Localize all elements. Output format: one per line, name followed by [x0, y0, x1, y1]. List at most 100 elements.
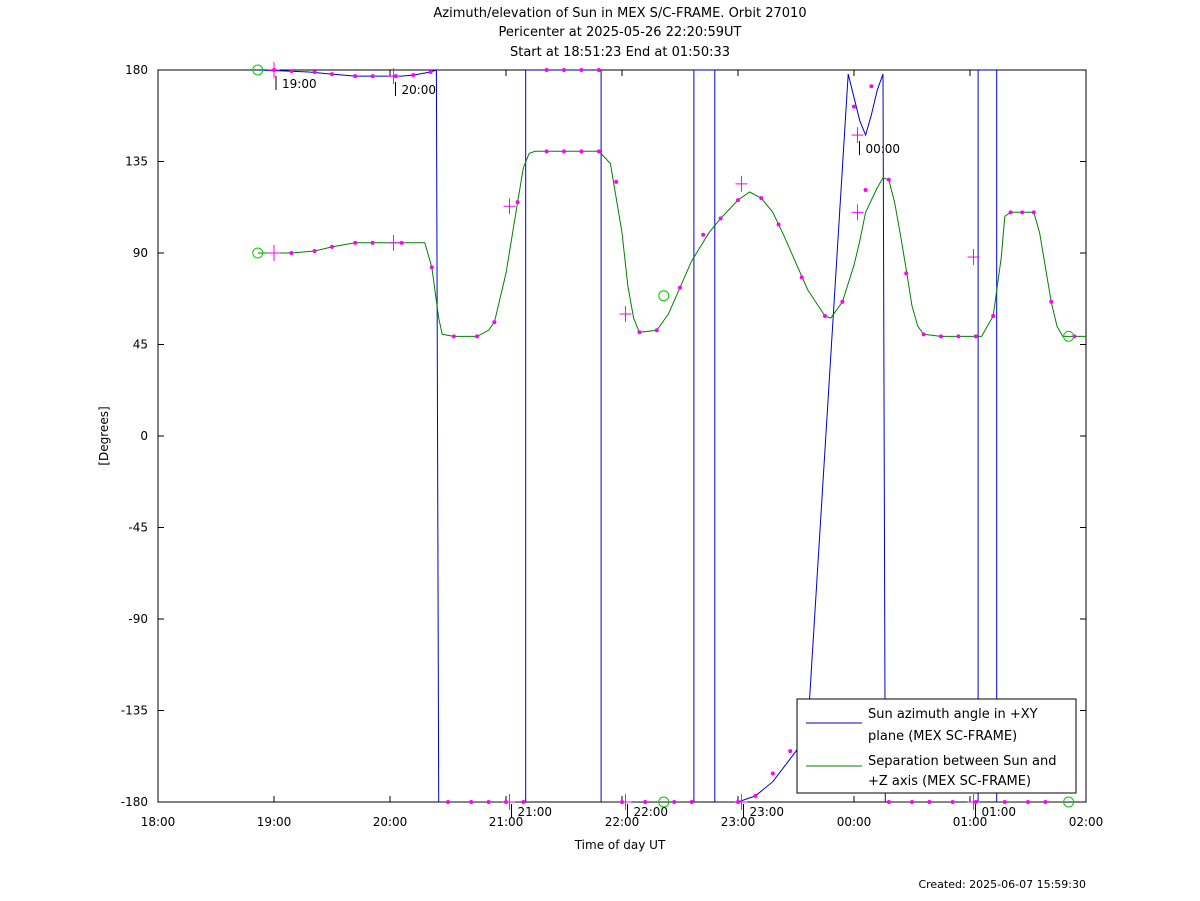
created-timestamp: Created: 2025-06-07 15:59:30 — [918, 878, 1086, 891]
azimuth-wrap-line — [807, 74, 849, 731]
y-tick-label: 45 — [133, 338, 148, 352]
x-tick-label: 01:00 — [953, 815, 988, 829]
azimuth-hour-cross — [851, 127, 864, 144]
separation-hour-cross — [268, 245, 280, 261]
separation-hour-cross — [851, 204, 864, 221]
chart-subtitle-1: Pericenter at 2025-05-26 22:20:59UT — [498, 25, 741, 40]
azimuth-marker — [910, 800, 914, 804]
azimuth-marker — [411, 73, 416, 78]
azimuth-marker — [869, 84, 874, 89]
plot-area — [157, 69, 1087, 803]
x-tick-label: 02:00 — [1069, 815, 1104, 829]
separation-marker — [654, 328, 659, 333]
annotation-label: 23:00 — [749, 805, 784, 819]
azimuth-wrap-line — [435, 70, 440, 802]
azimuth-marker — [289, 69, 294, 74]
separation-marker — [1049, 299, 1054, 304]
azimuth-line — [847, 73, 884, 137]
separation-marker — [991, 314, 996, 319]
x-tick-label: 20:00 — [373, 815, 408, 829]
separation-marker — [289, 251, 294, 255]
separation-marker — [596, 149, 601, 154]
azimuth-marker — [370, 74, 375, 79]
azimuth-marker — [1043, 800, 1048, 804]
azimuth-marker — [353, 74, 358, 79]
separation-marker — [451, 334, 456, 339]
time-annotations: 19:00 20:00 21:00 22:00 23:00 00:00 01:00 — [275, 76, 1016, 819]
azimuth-marker — [428, 70, 433, 75]
separation-marker — [579, 149, 584, 154]
legend-label-separation-1: Separation between Sun and — [868, 754, 1056, 769]
separation-marker — [886, 177, 891, 182]
annotation-label: 22:00 — [633, 805, 668, 819]
azimuth-marker — [544, 68, 549, 72]
separation-marker — [736, 198, 740, 203]
y-axis-label: [Degrees] — [97, 406, 111, 465]
x-tick-label: 19:00 — [257, 815, 292, 829]
separation-marker — [1020, 210, 1025, 215]
separation-marker — [701, 232, 706, 237]
legend-box — [796, 698, 1077, 794]
separation-marker — [562, 149, 566, 154]
annotation-label: 00:00 — [865, 142, 900, 156]
y-tick-label: 135 — [125, 155, 148, 169]
separation-marker — [312, 248, 317, 253]
y-tick-label: -135 — [121, 704, 148, 718]
axis-ticks — [157, 69, 1087, 803]
separation-endpoint — [1063, 330, 1075, 342]
azimuth-marker — [788, 749, 793, 754]
separation-marker — [492, 320, 497, 325]
separation-marker — [370, 240, 375, 245]
x-tick-label: 00:00 — [837, 815, 872, 829]
separation-marker — [840, 299, 845, 304]
separation-marker — [921, 332, 926, 337]
separation-line — [257, 150, 1086, 337]
separation-hour-cross — [387, 234, 400, 251]
separation-marker — [678, 285, 682, 290]
azimuth-hour-cross — [387, 68, 400, 85]
separation-endpoint — [252, 247, 264, 259]
azimuth-marker — [469, 800, 474, 804]
y-tick-label: 180 — [125, 63, 148, 77]
separation-marker — [353, 240, 358, 245]
azimuth-marker — [672, 800, 677, 804]
separation-marker — [718, 216, 723, 221]
azimuth-hour-cross — [268, 62, 280, 78]
x-tick-label: 22:00 — [605, 815, 640, 829]
series-lines — [257, 70, 1086, 802]
y-tick-label: 0 — [140, 429, 148, 443]
separation-marker — [637, 330, 642, 335]
separation-marker — [939, 334, 943, 339]
azimuth-marker — [950, 800, 955, 804]
azimuth-hour-cross — [967, 794, 980, 810]
azimuth-hour-cross — [619, 794, 632, 810]
series-markers — [252, 62, 1077, 810]
separation-marker — [799, 275, 804, 280]
separation-marker — [973, 334, 978, 339]
azimuth-marker — [1002, 800, 1007, 804]
x-tick-label: 18:00 — [141, 815, 176, 829]
separation-marker — [863, 187, 868, 192]
separation-marker — [904, 271, 909, 276]
azimuth-marker — [330, 72, 334, 77]
x-axis-label: Time of day UT — [574, 838, 666, 852]
azimuth-hour-cross — [503, 794, 516, 810]
separation-marker — [759, 196, 764, 201]
separation-marker — [1031, 210, 1036, 215]
separation-marker — [429, 265, 434, 270]
annotation-label: 21:00 — [517, 805, 552, 819]
separation-hour-cross — [735, 175, 748, 192]
annotation-label: 20:00 — [401, 83, 436, 97]
separation-marker — [330, 244, 334, 249]
azimuth-marker — [486, 800, 491, 804]
legend-label-separation-2: +Z axis (MEX SC-FRAME) — [868, 774, 1031, 789]
azimuth-endpoint — [658, 796, 670, 808]
azimuth-line — [257, 70, 437, 77]
azimuth-marker — [927, 800, 932, 804]
y-tick-label: -90 — [128, 612, 148, 626]
azimuth-marker — [596, 68, 601, 72]
separation-hour-cross — [967, 249, 980, 266]
separation-endpoint — [658, 290, 670, 302]
azimuth-marker — [689, 800, 694, 804]
separation-marker — [776, 222, 781, 227]
